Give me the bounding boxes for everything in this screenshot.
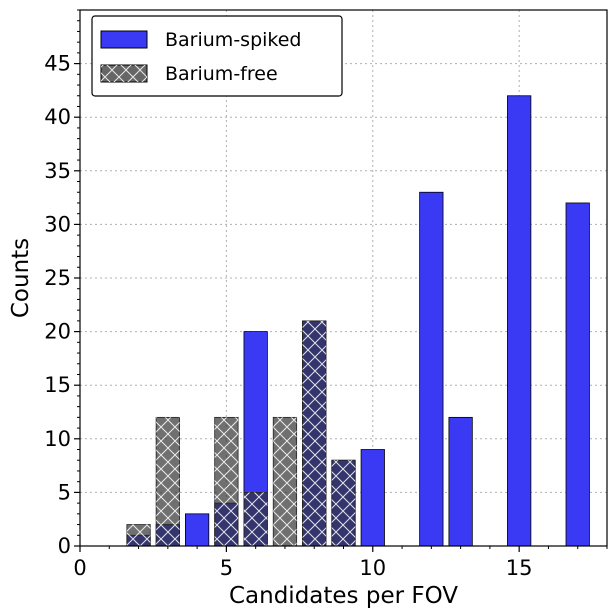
bar-barium-free-hatch <box>273 417 297 546</box>
y-tick-label: 5 <box>58 480 71 504</box>
y-tick-label: 10 <box>44 427 71 451</box>
series-barium-spiked <box>126 95 590 547</box>
y-tick-label: 35 <box>44 159 71 183</box>
x-tick-label: 5 <box>220 556 233 580</box>
bar-barium-free-hatch <box>302 320 326 546</box>
y-tick-label: 25 <box>44 266 71 290</box>
x-axis: 0 5 10 15 <box>73 546 608 580</box>
y-tick-label: 40 <box>44 105 71 129</box>
x-axis-title: Candidates per FOV <box>229 583 458 609</box>
series-barium-free <box>126 320 356 547</box>
bar-barium-free-hatch <box>331 460 356 546</box>
y-tick-label: 45 <box>44 52 71 76</box>
bar-barium-free-hatch <box>126 524 151 546</box>
legend-label-barium-free: Barium-free <box>165 63 278 85</box>
bar-barium-spiked <box>565 202 590 547</box>
bar-barium-spiked <box>419 191 444 547</box>
legend: Barium-spiked Barium-free <box>91 15 343 97</box>
legend-box <box>91 15 343 97</box>
y-tick-label: 20 <box>44 320 71 344</box>
y-tick-label: 30 <box>44 212 71 236</box>
x-tick-label: 15 <box>506 556 533 580</box>
bar-barium-spiked <box>360 449 385 547</box>
x-tick-label: 0 <box>73 556 86 580</box>
bar-barium-spiked <box>184 513 210 547</box>
bar-barium-free-hatch <box>156 417 180 546</box>
x-tick-label: 10 <box>359 556 386 580</box>
bar-barium-free-hatch <box>243 492 268 546</box>
bar-barium-spiked <box>507 95 532 547</box>
legend-swatch-barium-spiked <box>100 30 148 49</box>
y-axis-title: Counts <box>8 238 34 318</box>
legend-label-barium-spiked: Barium-spiked <box>165 29 302 51</box>
y-tick-label: 15 <box>44 373 71 397</box>
y-tick-label: 0 <box>58 534 71 558</box>
bar-barium-spiked <box>448 416 473 547</box>
y-axis: 0 5 10 15 20 25 30 35 40 45 <box>44 9 80 558</box>
legend-swatch-hatch <box>101 65 147 82</box>
bar-barium-free-hatch <box>214 417 239 546</box>
